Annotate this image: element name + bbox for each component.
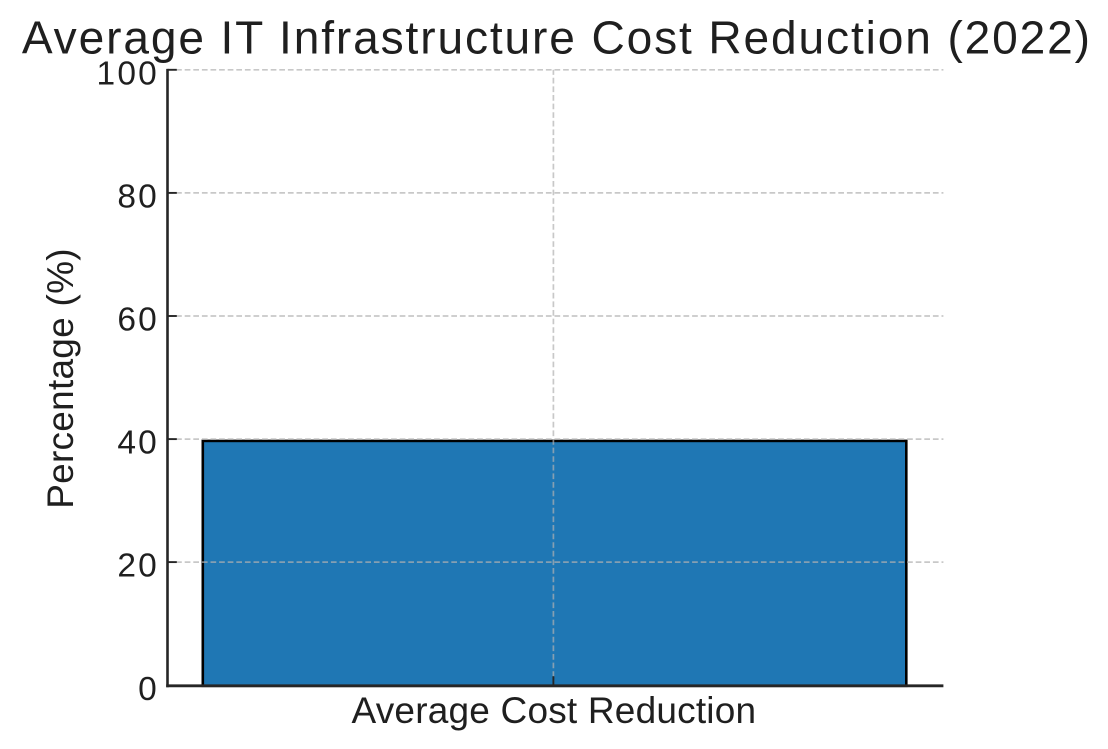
- svg-text:Percentage (%): Percentage (%): [40, 248, 81, 509]
- svg-text:0: 0: [138, 671, 159, 708]
- svg-text:60: 60: [117, 302, 159, 339]
- svg-text:100: 100: [97, 55, 160, 92]
- svg-text:Average IT Infrastructure Cost: Average IT Infrastructure Cost Reduction…: [22, 12, 1092, 64]
- svg-text:40: 40: [117, 425, 159, 462]
- svg-text:20: 20: [117, 548, 159, 585]
- svg-text:Average Cost Reduction: Average Cost Reduction: [352, 690, 757, 731]
- svg-text:80: 80: [117, 178, 159, 215]
